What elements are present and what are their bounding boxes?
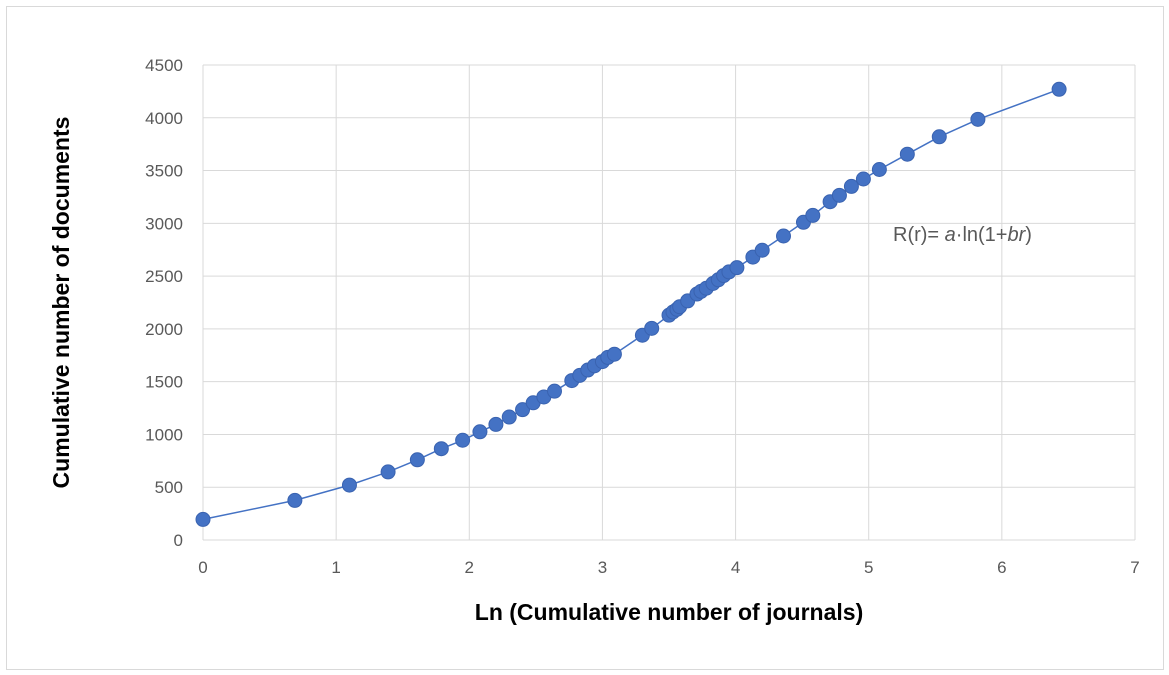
y-axis-ticks: 0 500 1000 1500 2000 2500 3000 3500 4000 4500 [145,56,183,550]
data-point [805,207,821,223]
data-point [409,452,425,468]
y-tick-label: 2000 [145,320,183,339]
data-point [644,320,660,336]
formula-prefix: R(r)= [893,224,945,246]
data-point [754,242,770,258]
formula-mid: ·ln(1+ [956,224,1008,246]
x-tick-label: 2 [465,558,474,577]
data-point [899,146,915,162]
data-point [970,111,986,127]
x-tick-label: 4 [731,558,740,577]
scatter-chart: 0 500 1000 1500 2000 2500 3000 3500 4000 4500 0 1 2… [48,56,1140,625]
x-axis-ticks: 0 1 2 3 4 5 6 7 [198,558,1139,577]
formula-a: a [945,224,956,246]
data-point [341,477,357,493]
data-points [195,81,1067,527]
data-point [931,129,947,145]
y-tick-label: 3000 [145,214,183,233]
x-tick-label: 5 [864,558,873,577]
data-point [831,187,847,203]
y-tick-label: 1000 [145,425,183,444]
x-tick-label: 3 [598,558,607,577]
data-point [501,409,517,425]
data-point [729,260,745,276]
data-point [515,402,531,418]
formula-annotation: R(r)= a·ln(1+br) [893,224,1032,246]
x-tick-label: 6 [997,558,1006,577]
x-tick-label: 7 [1130,558,1139,577]
y-tick-label: 3500 [145,162,183,181]
x-tick-label: 1 [331,558,340,577]
y-tick-label: 4000 [145,109,183,128]
data-point [488,416,504,432]
data-point [1051,81,1067,97]
y-tick-label: 500 [155,478,183,497]
y-tick-label: 4500 [145,56,183,75]
x-axis-title: Ln (Cumulative number of journals) [475,599,863,625]
y-tick-label: 0 [174,531,183,550]
fitted-curve [202,88,1060,521]
data-point [433,441,449,457]
formula-b: b [1008,224,1019,246]
data-point [546,383,562,399]
data-point [855,171,871,187]
data-point [843,178,859,194]
formula-suffix: ) [1025,224,1032,246]
data-point [195,511,211,527]
x-tick-label: 0 [198,558,207,577]
y-axis-title: Cumulative number of documents [48,117,74,489]
data-point [776,228,792,244]
data-point [472,424,488,440]
formula-r: r [1019,224,1027,246]
data-point [287,492,303,508]
y-tick-label: 1500 [145,373,183,392]
data-point [871,162,887,177]
data-point [606,346,622,362]
chart-area: 0 500 1000 1500 2000 2500 3000 3500 4000 4500 0 1 2… [6,6,1164,670]
y-tick-label: 2500 [145,267,183,286]
data-point [380,464,396,480]
gridlines [202,64,1136,541]
data-point [455,432,471,448]
